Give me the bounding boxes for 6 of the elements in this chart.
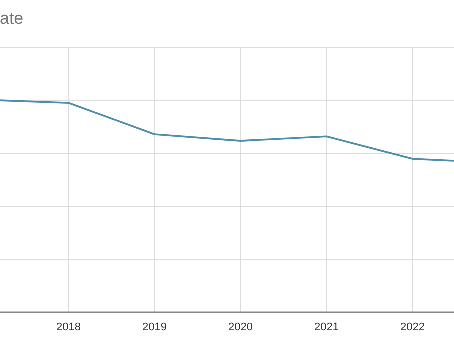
- chart-title: ate: [0, 9, 24, 28]
- x-tick-label: 2021: [314, 322, 339, 334]
- x-tick-label: 2018: [56, 322, 82, 334]
- x-tick-label: 2022: [400, 322, 425, 334]
- x-tick-label: 2020: [228, 322, 253, 334]
- x-tick-label: 2019: [142, 322, 168, 334]
